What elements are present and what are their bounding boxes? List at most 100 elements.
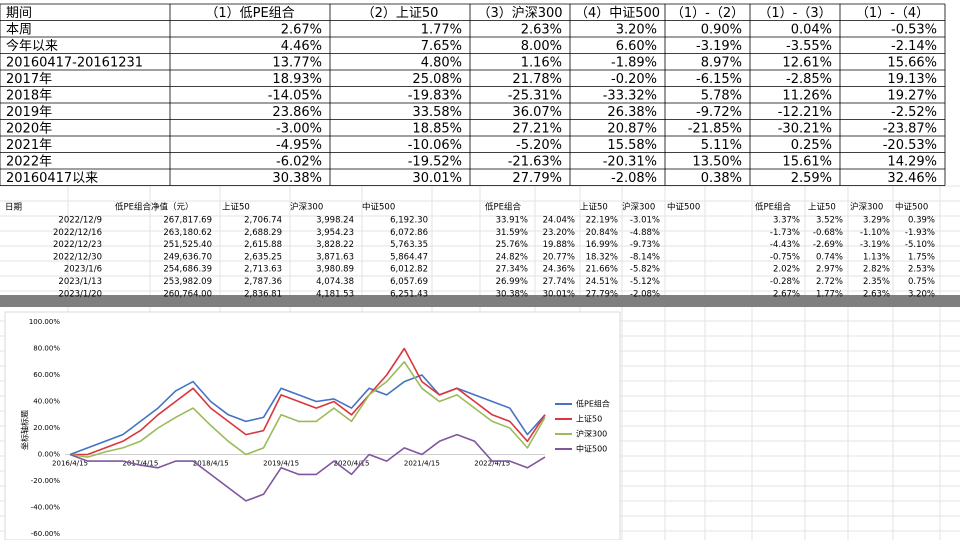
weekly-cell: 3.29% <box>863 216 890 226</box>
table-cell: 8.97% <box>701 55 742 70</box>
table-cell: 18.85% <box>412 121 462 136</box>
table-cell: -20.53% <box>883 138 937 153</box>
weekly-cell: 1.75% <box>908 252 935 262</box>
table-cell: 2.59% <box>791 171 832 186</box>
weekly-cell: 2.72% <box>816 277 843 287</box>
weekly-cell: 27.74% <box>543 277 575 287</box>
table-cell: -14.05% <box>268 88 322 103</box>
table-cell: 21.78% <box>512 72 562 87</box>
table-cell: 30.38% <box>272 171 322 186</box>
table-cell: 5.11% <box>701 138 742 153</box>
weekly-cell: -2.69% <box>813 240 843 250</box>
table-cell: 2.67% <box>281 22 322 37</box>
table-cell: 0.38% <box>701 171 742 186</box>
weekly-cell: 27.79% <box>586 289 618 299</box>
weekly-cell: 2023/1/13 <box>58 277 102 287</box>
table-cell: -0.53% <box>891 22 937 37</box>
weekly-cell: 24.04% <box>543 216 575 226</box>
weekly-cell: 6,057.69 <box>390 277 428 287</box>
x-tick-label: 2018/4/15 <box>193 460 229 468</box>
weekly-cell: 2.63% <box>863 289 890 299</box>
weekly-header-cell: 上证50 <box>222 203 250 213</box>
weekly-header-cell: 沪深300 <box>622 202 655 213</box>
weekly-cell: -4.88% <box>630 228 660 238</box>
table-cell: 7.65% <box>421 39 462 54</box>
table-cell: -12.21% <box>778 105 832 120</box>
weekly-cell: 24.51% <box>586 277 618 287</box>
table-cell: 27.21% <box>512 121 562 136</box>
weekly-cell: -4.43% <box>770 240 800 250</box>
table-cell: 2019年 <box>6 105 52 120</box>
table-cell: 2017年 <box>6 72 52 87</box>
table-cell: -25.31% <box>508 88 562 103</box>
series-line <box>69 361 546 458</box>
weekly-cell: 2,836.81 <box>244 289 282 299</box>
table-cell: -10.06% <box>408 138 462 153</box>
series-line <box>70 347 546 456</box>
table-cell: 33.58% <box>412 105 462 120</box>
weekly-cell: 24.36% <box>543 265 575 275</box>
weekly-cell: 2,787.36 <box>244 277 282 287</box>
weekly-cell: 0.39% <box>908 216 935 226</box>
weekly-cell: 2022/12/23 <box>53 240 102 250</box>
weekly-header-cell: 沪深300 <box>850 202 883 213</box>
table-cell: 13.77% <box>272 55 322 70</box>
table-cell: 0.25% <box>791 138 832 153</box>
x-tick-label: 2022/4/15 <box>474 460 510 468</box>
y-tick-label: -40.00% <box>31 504 61 512</box>
x-tick-label: 2021/4/15 <box>404 460 440 468</box>
table-cell: -2.85% <box>786 72 832 87</box>
weekly-cell: 267,817.69 <box>163 216 212 226</box>
weekly-cell: 249,636.70 <box>163 252 212 262</box>
table-cell: 25.08% <box>412 72 462 87</box>
table-cell: -33.32% <box>603 88 657 103</box>
weekly-cell: 5,763.35 <box>390 240 428 250</box>
table-cell: 20.87% <box>607 121 657 136</box>
y-tick-label: -60.00% <box>31 530 61 538</box>
weekly-cell: 3,871.63 <box>316 252 354 262</box>
weekly-cell: 260,764.00 <box>163 289 212 299</box>
table-cell: -30.21% <box>778 121 832 136</box>
table-cell: 26.38% <box>607 105 657 120</box>
table-cell: -23.87% <box>883 121 937 136</box>
weekly-cell: 2,713.63 <box>244 265 282 275</box>
table-cell: 本周 <box>6 22 32 37</box>
y-tick-label: 80.00% <box>33 345 60 353</box>
weekly-cell: 3.20% <box>908 289 935 299</box>
weekly-cell: 25.76% <box>496 240 528 250</box>
weekly-cell: 2,706.74 <box>244 216 282 226</box>
weekly-cell: -2.08% <box>630 289 660 299</box>
weekly-cell: 31.59% <box>496 228 528 238</box>
table-cell: 4.80% <box>421 55 462 70</box>
weekly-cell: 26.99% <box>496 277 528 287</box>
weekly-header-cell: 中证500 <box>667 202 700 213</box>
table-cell: 2018年 <box>6 88 52 103</box>
table-cell: 6.60% <box>616 39 657 54</box>
weekly-cell: 254,686.39 <box>163 265 212 275</box>
weekly-cell: 33.91% <box>496 216 528 226</box>
weekly-cell: 24.82% <box>496 252 528 262</box>
weekly-cell: 22.19% <box>586 216 618 226</box>
weekly-cell: -5.82% <box>630 265 660 275</box>
table-cell: 1.16% <box>521 55 562 70</box>
table-cell: -19.52% <box>408 154 462 169</box>
summary-table-bg <box>0 4 945 186</box>
legend-label: 沪深300 <box>576 429 607 439</box>
table-cell: -2.08% <box>611 171 657 186</box>
weekly-cell: 251,525.40 <box>163 240 212 250</box>
chart-frame <box>4 311 621 540</box>
y-axis-title: 坐标轴标题 <box>20 410 30 450</box>
weekly-cell: 19.88% <box>543 240 575 250</box>
weekly-cell: 3,954.23 <box>316 228 354 238</box>
table-cell: 27.79% <box>512 171 562 186</box>
table-cell: -3.00% <box>276 121 322 136</box>
table-cell: 23.86% <box>272 105 322 120</box>
table-header-cell: （1）-（3） <box>758 6 831 21</box>
y-tick-label: 100.00% <box>29 318 60 326</box>
table-cell: 13.50% <box>692 154 742 169</box>
table-cell: 14.29% <box>887 154 937 169</box>
weekly-cell: 3,980.89 <box>316 265 354 275</box>
table-cell: 11.26% <box>782 88 832 103</box>
table-cell: -6.15% <box>696 72 742 87</box>
table-cell: -3.19% <box>696 39 742 54</box>
